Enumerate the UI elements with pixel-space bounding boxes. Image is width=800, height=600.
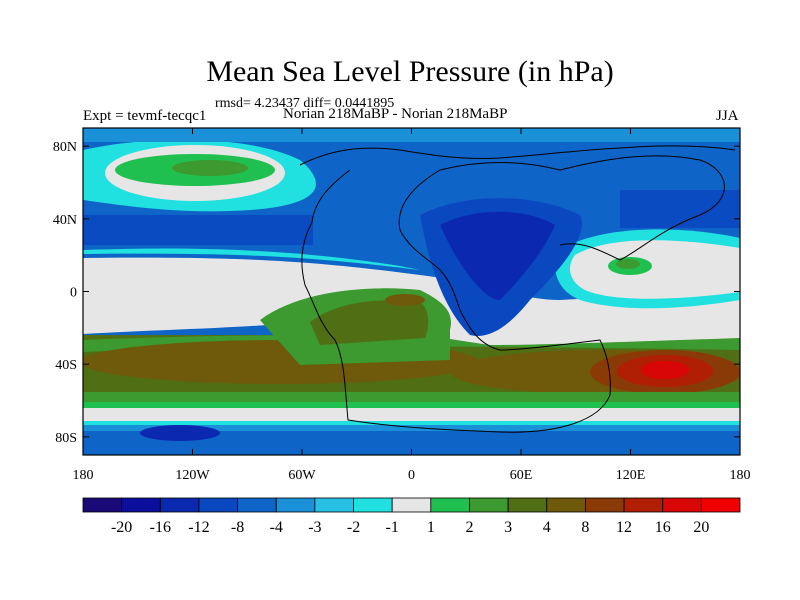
chart-title: Mean Sea Level Pressure (in hPa) — [206, 55, 614, 88]
colorbar-label: 1 — [427, 519, 435, 536]
colorbar-swatch — [507, 497, 548, 513]
colorbar-label: 16 — [655, 519, 671, 536]
colorbar-label: 2 — [465, 519, 473, 536]
x-axis: 180 120W 60W 0 60E 120E 180 — [73, 128, 751, 483]
colorbar-swatch — [700, 497, 741, 513]
colorbar-label: -20 — [111, 519, 132, 536]
colorbar-label: -1 — [386, 519, 399, 536]
colorbar-swatch — [391, 497, 432, 513]
season-label: JJA — [716, 108, 739, 124]
comparison-label: Norian 218MaBP - Norian 218MaBP — [283, 106, 508, 122]
x-tick-label: 120E — [616, 468, 646, 483]
colorbar-label: -4 — [270, 519, 283, 536]
colorbar-label: 8 — [581, 519, 589, 536]
y-tick-label: 80S — [55, 431, 77, 446]
colorbar-swatch — [275, 497, 316, 513]
colorbar-swatch — [662, 497, 702, 513]
colorbar-swatch — [82, 497, 123, 513]
x-tick-label: 60E — [510, 468, 533, 483]
colorbar-swatch — [546, 497, 586, 513]
stats-label: rmsd= 4.23437 diff= 0.0441895 — [215, 96, 395, 111]
colorbar-swatch — [198, 497, 238, 513]
colorbar-swatch — [469, 497, 509, 513]
colorbar: -20 -16 -12 -8 -4 -3 -2 -1 1 2 3 4 8 12 16 20 — [82, 497, 741, 536]
x-tick-label: 180 — [730, 468, 751, 483]
colorbar-swatch — [121, 497, 161, 513]
y-tick-label: 40S — [55, 358, 77, 373]
colorbar-label: -8 — [231, 519, 244, 536]
colorbar-label: -16 — [150, 519, 171, 536]
colorbar-swatch — [430, 497, 470, 513]
y-tick-label: 80N — [53, 140, 77, 155]
colorbar-label: -3 — [308, 519, 321, 536]
colorbar-swatch — [314, 497, 354, 513]
x-tick-label: 0 — [408, 468, 415, 483]
colorbar-label: -2 — [347, 519, 360, 536]
colorbar-swatch — [353, 497, 393, 513]
colorbar-label: 12 — [616, 519, 632, 536]
colorbar-label: 4 — [543, 519, 551, 536]
colorbar-swatch — [159, 497, 200, 513]
colorbar-label: 3 — [504, 519, 512, 536]
colorbar-label: -12 — [188, 519, 209, 536]
x-tick-label: 180 — [73, 468, 94, 483]
continent-outline — [301, 155, 725, 433]
colorbar-label: 20 — [693, 519, 709, 536]
x-tick-label: 120W — [175, 468, 210, 483]
colorbar-swatch — [237, 497, 277, 513]
y-axis: 80N 40N 0 40S 80S — [53, 140, 740, 446]
pressure-field — [83, 128, 740, 455]
y-tick-label: 40N — [53, 213, 77, 228]
experiment-label: Expt = tevmf-tecqc1 — [83, 108, 207, 124]
colorbar-swatch — [623, 497, 664, 513]
y-tick-label: 0 — [70, 286, 77, 301]
continent-outline-north — [299, 145, 736, 166]
colorbar-swatch — [585, 497, 625, 513]
x-tick-label: 60W — [288, 468, 316, 483]
